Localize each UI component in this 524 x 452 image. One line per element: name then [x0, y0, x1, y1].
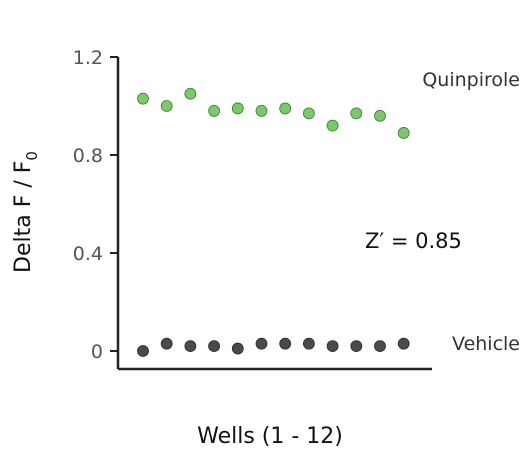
y-axis-label: Delta F / F0 [11, 151, 41, 273]
y-tick-label: 0 [91, 341, 103, 363]
data-point [302, 107, 315, 120]
y-tick-label: 0.4 [73, 243, 103, 265]
data-point [160, 100, 173, 112]
data-point [184, 87, 197, 100]
data-point [137, 345, 149, 357]
data-point [160, 337, 173, 350]
data-point [208, 105, 221, 117]
y-tick-label: 0.8 [73, 145, 103, 167]
data-point [350, 340, 363, 353]
data-point [231, 102, 244, 115]
data-point [374, 109, 386, 122]
x-axis-label: Wells (1 - 12) [197, 424, 343, 449]
data-point [231, 342, 244, 355]
data-point [302, 337, 315, 350]
series-quinpirole [137, 87, 410, 139]
data-point [374, 340, 386, 353]
y-axis-label-subscript: 0 [23, 151, 41, 161]
data-point [137, 92, 149, 105]
data-point [326, 119, 339, 132]
data-point [326, 340, 339, 353]
y-ticks: 0 0.4 0.8 1.2 [73, 47, 118, 363]
data-point [255, 337, 268, 350]
data-point [184, 340, 197, 353]
z-prime-annotation: Z′ = 0.85 [365, 229, 462, 253]
series-vehicle [137, 337, 410, 357]
data-point [255, 105, 268, 117]
data-point [397, 337, 410, 350]
y-axis-label-main: Delta F / F [11, 161, 36, 273]
y-tick-label: 1.2 [73, 47, 103, 69]
series-label-quinpirole: Quinpirole [422, 69, 520, 91]
data-point [279, 102, 292, 115]
data-point [208, 340, 221, 353]
data-points [137, 87, 410, 357]
data-point [350, 107, 363, 120]
data-point [279, 337, 292, 350]
series-label-vehicle: Vehicle [452, 333, 520, 355]
data-point [397, 127, 410, 139]
